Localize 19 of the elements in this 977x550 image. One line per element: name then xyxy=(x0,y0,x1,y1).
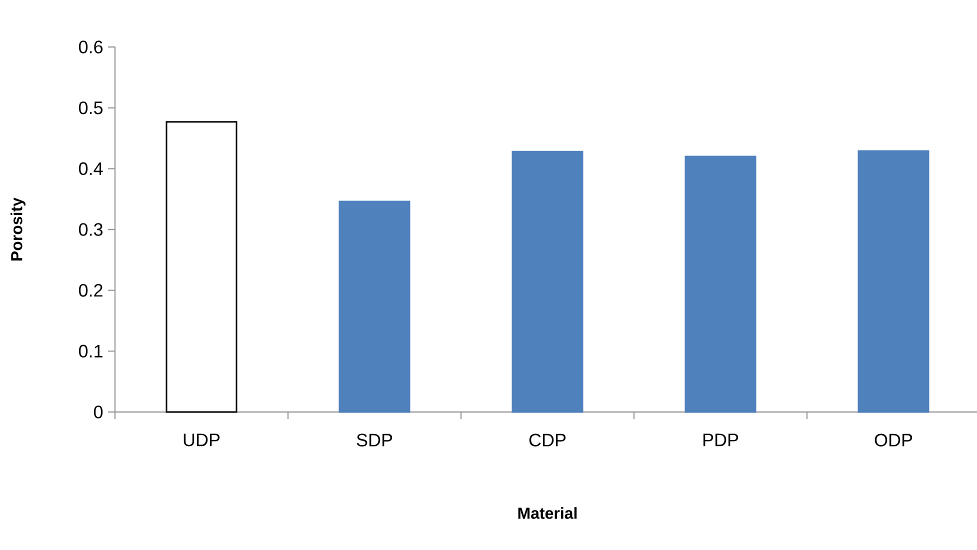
bar xyxy=(512,150,584,413)
bar xyxy=(166,121,238,413)
y-tick-label: 0.6 xyxy=(78,40,102,54)
x-tick-label: ODP xyxy=(874,434,912,446)
x-tick-label: UDP xyxy=(184,434,220,446)
x-axis-title: Material xyxy=(518,507,577,519)
y-tick-label: 0.2 xyxy=(78,284,102,297)
y-tick-label: 0 xyxy=(94,406,103,418)
y-tick-label: 0.4 xyxy=(78,162,103,176)
y-tick-label: 0.5 xyxy=(78,101,103,114)
x-tick-label: PDP xyxy=(703,434,738,446)
y-tick-label: 0.1 xyxy=(78,344,102,358)
y-axis-title: Porosity xyxy=(10,198,26,260)
bar xyxy=(858,150,930,413)
x-tick-label: CDP xyxy=(529,434,566,446)
bar xyxy=(338,200,410,413)
x-tick-label: SDP xyxy=(356,434,392,446)
bar xyxy=(684,156,756,413)
y-tick-label: 0.3 xyxy=(78,223,102,236)
